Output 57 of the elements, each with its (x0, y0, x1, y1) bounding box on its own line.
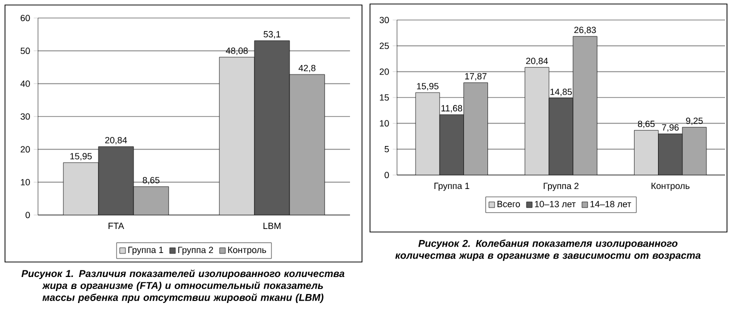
y-tick-label: 60 (20, 14, 30, 22)
bar (63, 162, 98, 215)
data-label: 8,65 (142, 176, 160, 184)
y-tick-label: 20 (20, 146, 30, 153)
y-tick-label: 50 (20, 48, 30, 54)
data-label: 11,68 (441, 105, 462, 112)
legend-label: Всего (498, 200, 520, 208)
data-label: 26,83 (574, 26, 596, 34)
bar (254, 40, 290, 215)
bar (634, 130, 659, 175)
text: Рисунок 1. Различия показателей изолированного количества жира в организме (FTA) и относительный показатель массы ребенка при отсутствии жировой ткани (LBM) (22, 270, 344, 303)
data-label: 14,85 (550, 88, 572, 96)
legend-label: 10–13 лет (535, 200, 576, 208)
y-tick-label: 40 (20, 80, 30, 87)
y-tick-label: 15 (380, 94, 389, 101)
bar (416, 92, 440, 175)
bar (573, 36, 598, 175)
data-label: 15,95 (417, 82, 438, 90)
bar (98, 146, 134, 215)
bar (440, 114, 464, 175)
bar (464, 82, 488, 175)
data-label: 53,1 (264, 31, 280, 38)
y-tick-label: 30 (380, 16, 389, 24)
legend-label: Группа 1 (128, 246, 164, 255)
data-label: 8,65 (638, 120, 655, 128)
bar (524, 67, 549, 175)
bar (548, 98, 574, 175)
x-tick-label: FTA (108, 222, 124, 229)
y-tick-label: 30 (20, 113, 30, 120)
y-tick-label: 0 (384, 172, 389, 178)
legend-label: 14–18 лет (590, 200, 632, 208)
y-tick-label: 20 (380, 68, 389, 75)
y-tick-label: 10 (20, 178, 30, 186)
bar (134, 186, 169, 215)
data-label: 17,87 (465, 73, 486, 80)
bar (289, 74, 325, 215)
y-tick-label: 25 (380, 42, 389, 50)
y-tick-label: 10 (380, 120, 389, 127)
data-label: 7,96 (662, 124, 679, 132)
legend-label: Группа 2 (178, 246, 214, 255)
data-label: 15,95 (70, 153, 92, 160)
bar (682, 127, 707, 175)
x-tick-label: Группа 1 (434, 182, 470, 191)
data-label: 42,8 (298, 64, 316, 72)
data-label: 20,84 (526, 58, 548, 66)
y-tick-label: 0 (26, 212, 30, 218)
data-label: 20,84 (105, 136, 127, 144)
x-tick-label: Группа 2 (544, 182, 579, 191)
x-tick-label: LBM (264, 222, 280, 229)
text: Рисунок 2. Колебания показателя изолированного количества жира в организме в зависимости от возраста (395, 240, 701, 261)
y-tick-label: 5 (384, 146, 389, 152)
bar (219, 56, 255, 215)
bar (658, 134, 683, 175)
x-tick-label: Контроль (652, 182, 690, 191)
data-label: 9,25 (686, 118, 703, 126)
data-label: 48,08 (226, 48, 248, 55)
legend-label: Контроль (228, 246, 266, 255)
